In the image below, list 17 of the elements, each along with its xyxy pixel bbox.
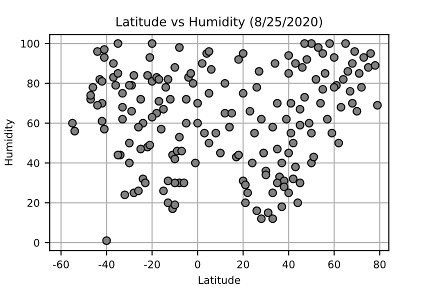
y-tick-label: 80 — [27, 80, 40, 88]
x-tick-label: 80 — [374, 260, 386, 268]
x-tick-label: 20 — [237, 260, 250, 268]
x-tick-label: -20 — [144, 260, 160, 268]
y-axis-title: Humidity — [4, 119, 15, 166]
x-tick-label: -60 — [53, 260, 69, 268]
y-tick-label: 20 — [27, 199, 40, 207]
y-tick-label: 60 — [27, 119, 40, 128]
x-tick-label: -40 — [98, 260, 114, 268]
y-tick-label: 0 — [34, 238, 40, 247]
y-tick-label: 40 — [27, 159, 40, 168]
chart-title: Latitude vs Humidity (8/25/2020) — [116, 16, 322, 29]
x-tick-label: 60 — [328, 260, 340, 268]
x-tick-label: 0 — [194, 260, 200, 268]
x-axis-title: Latitude — [198, 276, 240, 284]
x-tick-label: 40 — [282, 260, 295, 268]
y-tick-label: 100 — [21, 40, 40, 48]
